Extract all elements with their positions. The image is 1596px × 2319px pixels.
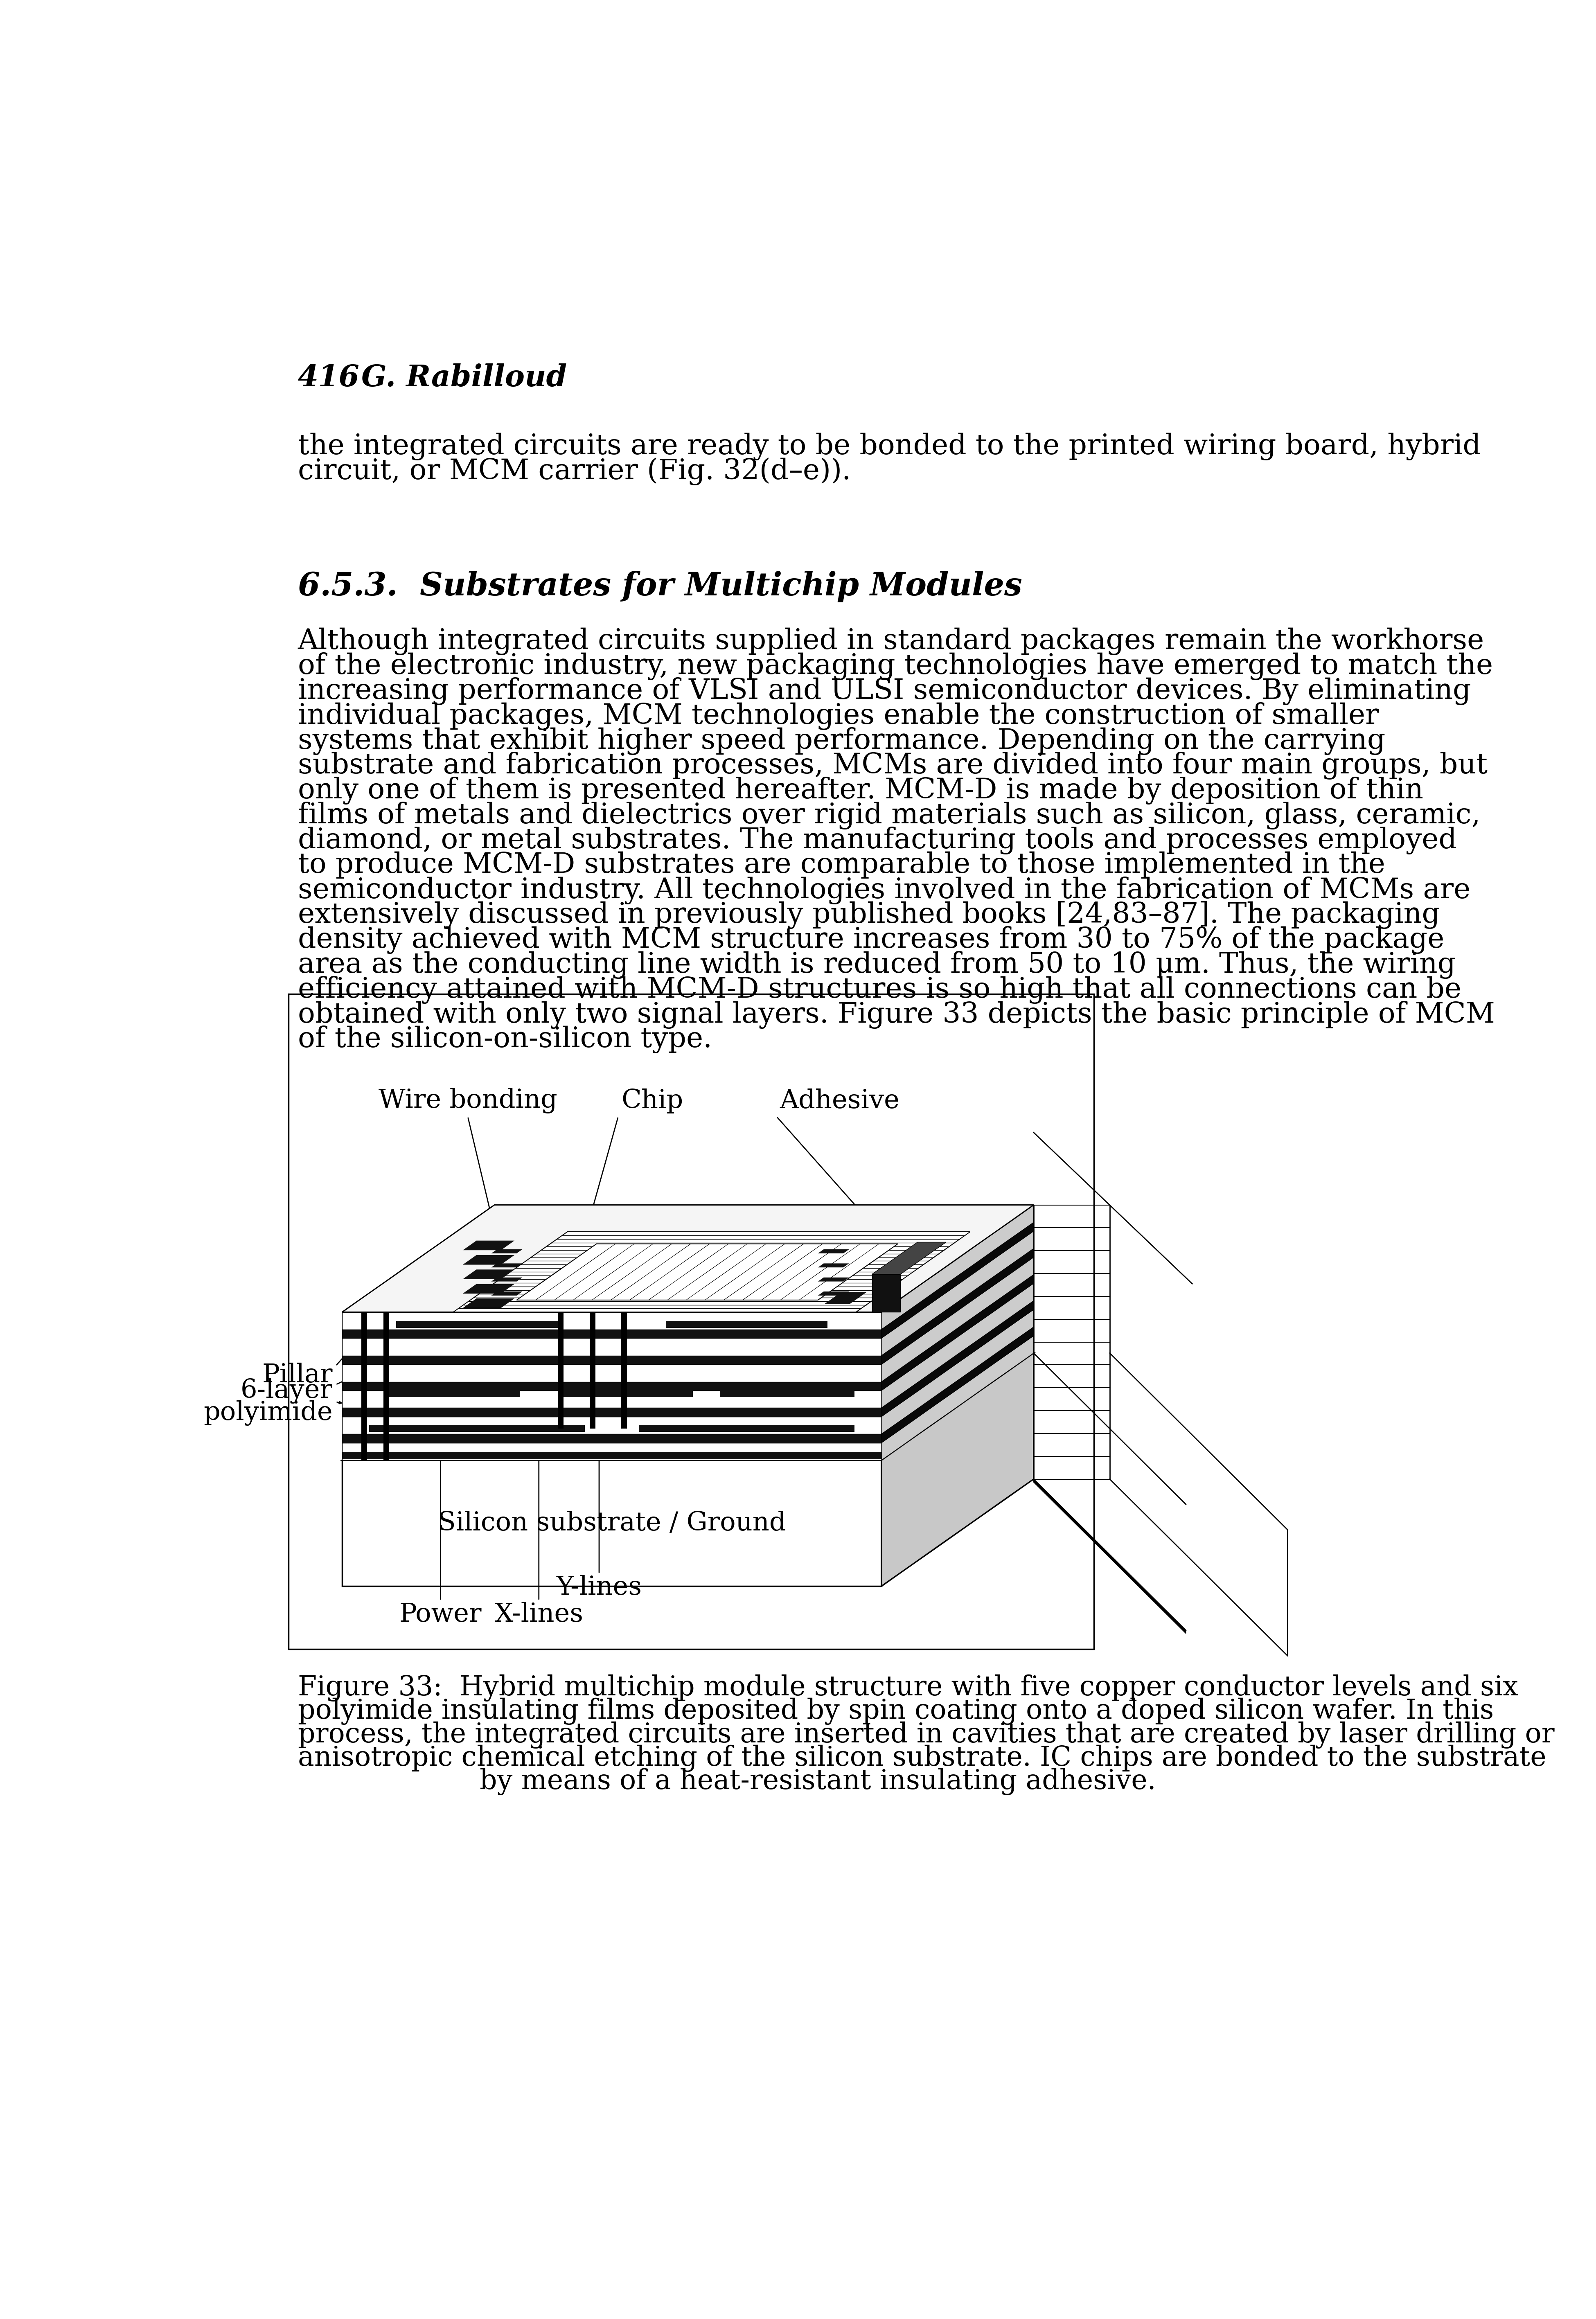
Polygon shape [342,1313,881,1329]
Polygon shape [383,1310,389,1461]
Polygon shape [881,1248,1034,1364]
Text: of the electronic industry, new packaging technologies have emerged to match the: of the electronic industry, new packagin… [298,652,1492,679]
Polygon shape [342,1329,881,1338]
Text: only one of them is presented hereafter. MCM-D is made by deposition of thin: only one of them is presented hereafter.… [298,777,1424,805]
Polygon shape [453,1231,970,1313]
Polygon shape [817,1250,849,1252]
Polygon shape [881,1206,1034,1329]
Polygon shape [492,1278,522,1282]
Polygon shape [871,1243,946,1273]
Polygon shape [720,1391,854,1396]
Text: polyimide: polyimide [204,1401,332,1426]
Polygon shape [881,1310,1034,1433]
Polygon shape [881,1336,1034,1461]
Text: Pillar: Pillar [262,1364,332,1387]
Text: films of metals and dielectrics over rigid materials such as silicon, glass, cer: films of metals and dielectrics over rig… [298,802,1481,830]
Text: increasing performance of VLSI and ULSI semiconductor devices. By eliminating: increasing performance of VLSI and ULSI … [298,677,1472,705]
Text: to produce MCM-D substrates are comparable to those implemented in the: to produce MCM-D substrates are comparab… [298,851,1385,879]
Polygon shape [342,1364,881,1382]
Polygon shape [342,1352,1034,1461]
Polygon shape [881,1282,1034,1408]
Polygon shape [871,1273,900,1313]
Text: 416: 416 [298,364,359,392]
Polygon shape [342,1206,1034,1313]
Polygon shape [492,1292,522,1296]
Polygon shape [342,1357,881,1364]
Polygon shape [342,1382,881,1391]
Polygon shape [881,1257,1034,1382]
Text: 6.5.3.  Substrates for Multichip Modules: 6.5.3. Substrates for Multichip Modules [298,570,1021,603]
Polygon shape [621,1310,627,1429]
Polygon shape [817,1278,849,1282]
Polygon shape [463,1285,514,1294]
Text: 6-layer: 6-layer [241,1377,332,1403]
Polygon shape [342,1206,1034,1313]
Bar [289,995,1093,1649]
Polygon shape [342,1417,881,1433]
Polygon shape [881,1352,1034,1586]
Text: density achieved with MCM structure increases from 30 to 75% of the package: density achieved with MCM structure incr… [298,925,1444,953]
Polygon shape [463,1268,514,1280]
Text: polyimide insulating films deposited by spin coating onto a doped silicon wafer.: polyimide insulating films deposited by … [298,1698,1494,1725]
Polygon shape [492,1250,522,1252]
Polygon shape [369,1424,584,1431]
Polygon shape [881,1222,1034,1338]
Polygon shape [361,1310,367,1461]
Polygon shape [342,1433,881,1442]
Text: the integrated circuits are ready to be bonded to the printed wiring board, hybr: the integrated circuits are ready to be … [298,434,1481,459]
Polygon shape [342,1391,881,1408]
Polygon shape [342,1338,881,1357]
Text: circuit, or MCM carrier (Fig. 32(d–e)).: circuit, or MCM carrier (Fig. 32(d–e)). [298,457,851,485]
Polygon shape [385,1391,520,1396]
Text: diamond, or metal substrates. The manufacturing tools and processes employed: diamond, or metal substrates. The manufa… [298,826,1457,853]
Polygon shape [824,1292,867,1303]
Polygon shape [342,1408,881,1417]
Text: individual packages, MCM technologies enable the construction of smaller: individual packages, MCM technologies en… [298,703,1379,730]
Text: Adhesive: Adhesive [780,1088,900,1113]
Polygon shape [463,1299,514,1308]
Polygon shape [1034,1480,1186,1633]
Polygon shape [881,1301,1034,1417]
Text: process, the integrated circuits are inserted in cavities that are created by la: process, the integrated circuits are ins… [298,1721,1555,1749]
Text: anisotropic chemical etching of the silicon substrate. IC chips are bonded to th: anisotropic chemical etching of the sili… [298,1744,1547,1772]
Polygon shape [817,1292,849,1296]
Polygon shape [666,1322,827,1329]
Text: Figure 33:  Hybrid multichip module structure with five copper conductor levels : Figure 33: Hybrid multichip module struc… [298,1674,1518,1702]
Polygon shape [589,1310,595,1429]
Text: efficiency attained with MCM-D structures is so high that all connections can be: efficiency attained with MCM-D structure… [298,976,1462,1004]
Polygon shape [342,1442,881,1461]
Polygon shape [559,1391,693,1396]
Polygon shape [638,1424,854,1431]
Polygon shape [492,1264,522,1268]
Polygon shape [881,1275,1034,1391]
Polygon shape [817,1264,849,1268]
Polygon shape [559,1310,563,1429]
Text: Wire bonding: Wire bonding [378,1088,557,1113]
Text: substrate and fabrication processes, MCMs are divided into four main groups, but: substrate and fabrication processes, MCM… [298,751,1487,779]
Polygon shape [463,1241,514,1250]
Polygon shape [396,1322,559,1329]
Text: Chip: Chip [621,1088,683,1113]
Text: obtained with only two signal layers. Figure 33 depicts the basic principle of M: obtained with only two signal layers. Fi… [298,1002,1495,1030]
Polygon shape [342,1461,881,1586]
Polygon shape [342,1452,881,1459]
Text: semiconductor industry. All technologies involved in the fabrication of MCMs are: semiconductor industry. All technologies… [298,877,1470,904]
Text: Power: Power [399,1602,482,1628]
Polygon shape [881,1231,1034,1357]
Text: Y-lines: Y-lines [557,1575,642,1600]
Text: Although integrated circuits supplied in standard packages remain the workhorse: Although integrated circuits supplied in… [298,628,1484,654]
Text: systems that exhibit higher speed performance. Depending on the carrying: systems that exhibit higher speed perfor… [298,726,1385,754]
Text: extensively discussed in previously published books [24,83–87]. The packaging: extensively discussed in previously publ… [298,902,1440,930]
Polygon shape [463,1255,514,1264]
Text: area as the conducting line width is reduced from 50 to 10 μm. Thus, the wiring: area as the conducting line width is red… [298,951,1456,979]
Text: G. Rabilloud: G. Rabilloud [361,364,567,392]
Polygon shape [517,1243,899,1301]
Text: Silicon substrate / Ground: Silicon substrate / Ground [437,1510,785,1535]
Polygon shape [369,1357,638,1364]
Text: by means of a heat-resistant insulating adhesive.: by means of a heat-resistant insulating … [480,1767,1156,1795]
Polygon shape [881,1326,1034,1442]
Text: of the silicon-on-silicon type.: of the silicon-on-silicon type. [298,1025,712,1053]
Text: X-lines: X-lines [495,1602,583,1628]
